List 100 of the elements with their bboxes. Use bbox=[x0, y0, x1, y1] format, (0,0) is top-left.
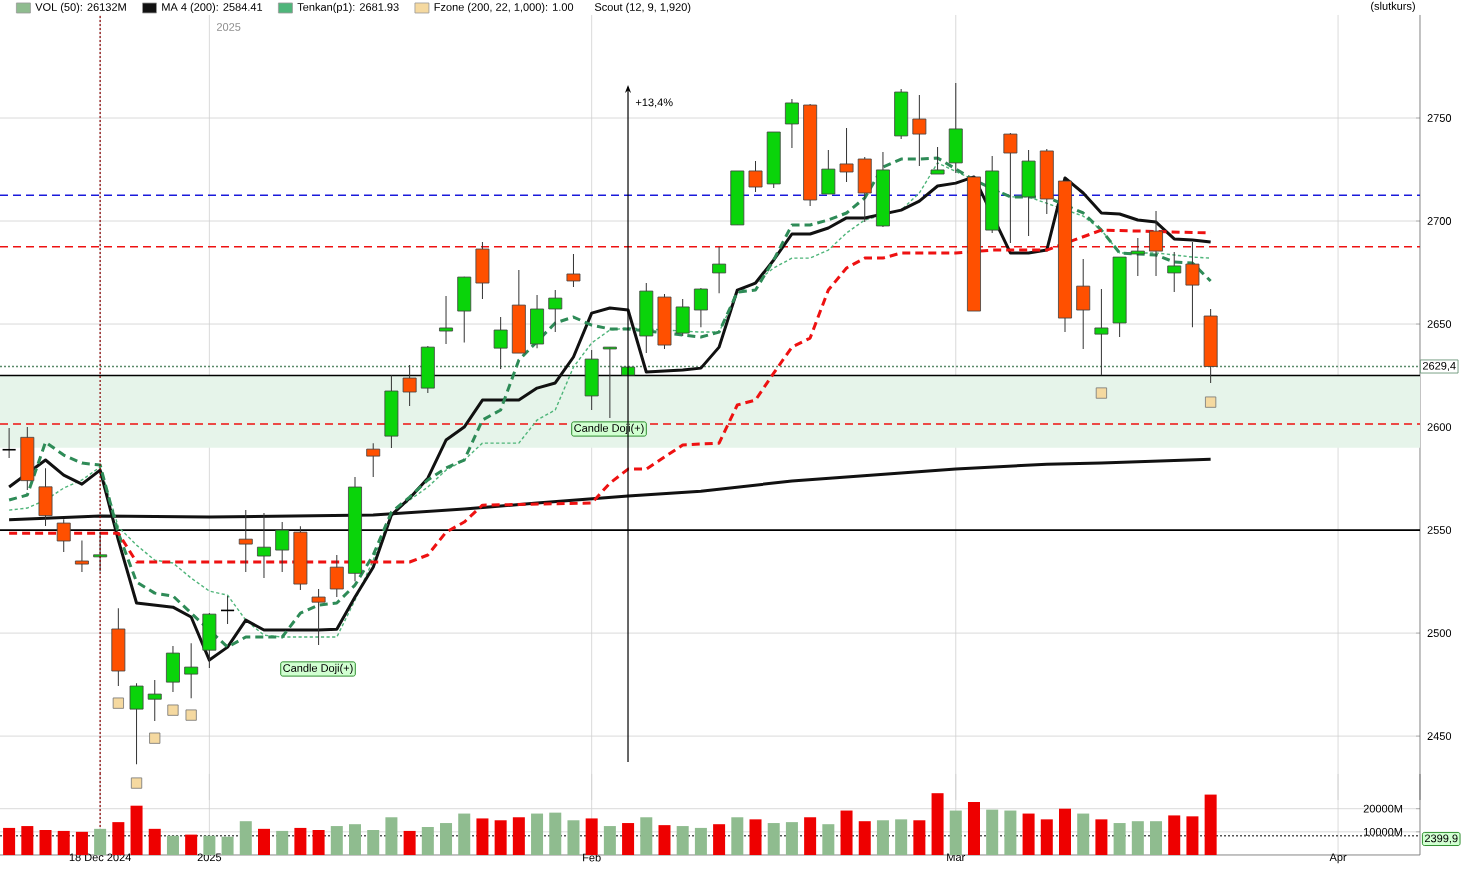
bar bbox=[440, 823, 453, 855]
bar bbox=[731, 817, 744, 855]
candlestick bbox=[1185, 241, 1200, 328]
candlestick bbox=[311, 588, 326, 646]
bar bbox=[21, 826, 34, 855]
legend-label: VOL (50): 26132M bbox=[35, 2, 126, 14]
bar bbox=[603, 826, 616, 855]
bar bbox=[549, 812, 562, 855]
bar bbox=[148, 828, 161, 855]
candlestick bbox=[147, 679, 162, 722]
bar bbox=[622, 823, 635, 855]
bar bbox=[1113, 823, 1126, 855]
bar bbox=[785, 822, 798, 855]
annotation: Candle Doji(+) bbox=[283, 663, 353, 675]
bar bbox=[421, 826, 434, 855]
y-tick-label: 2700 bbox=[1427, 217, 1452, 225]
bar bbox=[858, 821, 871, 855]
bar bbox=[276, 830, 289, 855]
bar bbox=[1022, 813, 1035, 855]
bar bbox=[949, 810, 962, 855]
y-tick-label: 2500 bbox=[1427, 629, 1452, 637]
y-tick-label: 2750 bbox=[1427, 114, 1452, 122]
candlestick bbox=[129, 682, 144, 765]
candlestick bbox=[184, 642, 199, 699]
y-tick-label: 2650 bbox=[1427, 320, 1452, 328]
point bbox=[149, 732, 161, 744]
candlestick bbox=[930, 146, 945, 175]
y-tick-label: 2550 bbox=[1427, 526, 1452, 534]
bar bbox=[876, 820, 889, 855]
bar bbox=[822, 824, 835, 855]
bar bbox=[1150, 821, 1163, 855]
bar bbox=[221, 836, 234, 855]
bar bbox=[367, 829, 380, 855]
bar bbox=[239, 821, 252, 855]
bar bbox=[403, 830, 416, 855]
x-tick-label: Apr bbox=[1329, 853, 1347, 864]
bar bbox=[694, 827, 707, 855]
candlestick bbox=[784, 98, 799, 149]
candlestick bbox=[566, 253, 581, 288]
point bbox=[1095, 387, 1108, 399]
bar bbox=[1168, 815, 1181, 855]
text: 2399,9 bbox=[1424, 834, 1458, 844]
candlestick bbox=[275, 521, 290, 573]
annotation: +13,4% bbox=[635, 98, 673, 108]
legend-label: Tenkan(p1): 2681.93 bbox=[297, 2, 399, 14]
bar bbox=[130, 805, 143, 855]
bar bbox=[1040, 819, 1053, 855]
bar bbox=[1077, 813, 1090, 855]
bar bbox=[458, 813, 471, 855]
x-tick-label: Mar bbox=[947, 853, 966, 862]
candlestick bbox=[366, 442, 381, 478]
bar bbox=[57, 830, 70, 855]
candlestick bbox=[493, 316, 508, 370]
bar bbox=[658, 825, 671, 855]
bar bbox=[1058, 808, 1072, 855]
bar bbox=[330, 826, 343, 855]
candlestick bbox=[839, 127, 854, 183]
bar bbox=[931, 793, 944, 855]
legend-label: MA 4 (200): 2584.41 bbox=[162, 2, 263, 14]
candlestick bbox=[1094, 288, 1109, 376]
bar bbox=[713, 824, 726, 855]
bar bbox=[257, 828, 270, 855]
bar bbox=[767, 823, 780, 855]
bar bbox=[3, 827, 16, 855]
bar bbox=[585, 818, 598, 855]
candlestick bbox=[548, 289, 563, 333]
bar bbox=[967, 801, 980, 855]
y-tick-label: 2600 bbox=[1427, 423, 1452, 431]
candlestick bbox=[257, 512, 271, 579]
point bbox=[185, 709, 197, 721]
point bbox=[1205, 396, 1217, 408]
candlestick bbox=[56, 518, 71, 553]
candlestick bbox=[439, 295, 453, 345]
candlestick bbox=[1, 427, 17, 459]
bar bbox=[640, 817, 653, 855]
candlestick bbox=[93, 531, 108, 572]
bar bbox=[531, 813, 544, 855]
bar bbox=[385, 817, 398, 855]
candlestick bbox=[329, 554, 344, 598]
legend-label: Fzone (200, 22, 1,000): 1.00 bbox=[434, 2, 574, 14]
y-tick-label: 20000M bbox=[1363, 804, 1403, 813]
bar bbox=[312, 829, 325, 855]
candlestick bbox=[1149, 210, 1163, 277]
candlestick bbox=[1130, 237, 1145, 277]
bar bbox=[1204, 794, 1217, 855]
y-axis-title: (slutkurs) bbox=[1371, 1, 1415, 13]
bar bbox=[94, 828, 107, 855]
bar bbox=[567, 820, 580, 855]
y-tick-label: 2450 bbox=[1427, 732, 1452, 740]
bar bbox=[1095, 819, 1108, 855]
candlestick bbox=[748, 160, 763, 193]
bar bbox=[494, 820, 507, 855]
bar bbox=[840, 810, 853, 855]
candlestick bbox=[712, 246, 727, 294]
bar bbox=[166, 835, 179, 855]
candlestick bbox=[602, 346, 617, 419]
bar bbox=[676, 826, 689, 855]
candlestick bbox=[74, 539, 89, 573]
bar bbox=[476, 818, 489, 855]
bar bbox=[512, 817, 525, 855]
